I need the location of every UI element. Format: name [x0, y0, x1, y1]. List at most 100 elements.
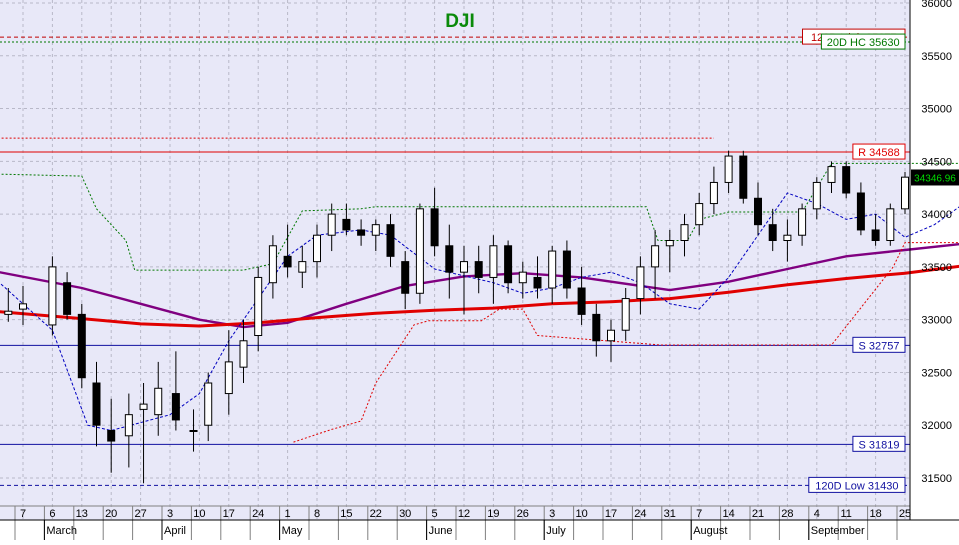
candle-body	[328, 214, 335, 235]
level-label-low_120d: 120D Low 31430	[815, 480, 898, 492]
x-tick-label: 7	[20, 508, 26, 520]
x-tick-label: 3	[167, 508, 173, 520]
month-label: June	[429, 525, 453, 537]
x-tick-label: 12	[458, 508, 470, 520]
candle-body	[20, 304, 27, 309]
candle-body	[505, 246, 512, 283]
y-tick-label: 34000	[921, 209, 952, 221]
candle-body	[652, 246, 659, 267]
x-tick-label: 20	[105, 508, 117, 520]
y-tick-label: 34500	[921, 156, 952, 168]
candle-body	[155, 388, 162, 414]
candle-body	[696, 204, 703, 225]
y-axis-background	[910, 0, 959, 520]
candle-body	[5, 311, 12, 314]
candle-body	[343, 219, 350, 230]
month-label: August	[693, 525, 727, 537]
candle-body	[563, 251, 570, 288]
candle-body	[416, 209, 423, 293]
candle-body	[755, 198, 762, 224]
month-label: March	[46, 525, 77, 537]
candle-body	[813, 182, 820, 208]
candle-body	[314, 235, 321, 261]
x-tick-label: 26	[517, 508, 529, 520]
candle-body	[593, 314, 600, 340]
candle-body	[710, 182, 717, 203]
candle-body	[402, 262, 409, 294]
y-tick-label: 31500	[921, 473, 952, 485]
candle-body	[857, 193, 864, 230]
y-tick-label: 32500	[921, 367, 952, 379]
x-tick-label: 21	[752, 508, 764, 520]
candle-body	[225, 362, 232, 394]
x-tick-label: 22	[370, 508, 382, 520]
x-tick-label: 18	[869, 508, 881, 520]
x-tick-label: 10	[193, 508, 205, 520]
candle-body	[205, 383, 212, 425]
x-tick-label: 25	[899, 508, 911, 520]
x-tick-label: 17	[605, 508, 617, 520]
y-tick-label: 35500	[921, 51, 952, 63]
x-tick-label: 15	[340, 508, 352, 520]
x-tick-label: 6	[49, 508, 55, 520]
candle-body	[93, 383, 100, 425]
candle-body	[190, 431, 197, 432]
candle-body	[872, 230, 879, 241]
candle-body	[240, 341, 247, 367]
candle-body	[519, 272, 526, 283]
level-label-support_2: S 31819	[858, 439, 899, 451]
candle-body	[475, 262, 482, 278]
candle-body	[681, 225, 688, 241]
level-label-hc_20d: 20D HC 35630	[827, 37, 900, 49]
candle-body	[828, 167, 835, 183]
x-tick-label: 24	[252, 508, 264, 520]
x-tick-label: 14	[722, 508, 734, 520]
y-tick-label: 35000	[921, 104, 952, 116]
candle-body	[549, 251, 556, 288]
x-tick-label: 3	[549, 508, 555, 520]
candle-body	[172, 394, 179, 420]
candle-body	[358, 230, 365, 235]
month-label: September	[811, 525, 865, 537]
x-tick-label: 19	[487, 508, 499, 520]
x-tick-label: 31	[664, 508, 676, 520]
chart-title: DJI	[445, 11, 475, 32]
y-tick-label: 32000	[921, 420, 952, 432]
candle-body	[725, 156, 732, 182]
y-tick-label: 33000	[921, 315, 952, 327]
candle-body	[108, 431, 115, 442]
candle-body	[578, 288, 585, 314]
candle-body	[446, 246, 453, 272]
x-tick-label: 17	[223, 508, 235, 520]
candle-body	[740, 156, 747, 198]
candle-body	[372, 225, 379, 236]
candle-body	[269, 246, 276, 283]
candle-body	[799, 209, 806, 235]
candle-body	[387, 225, 394, 257]
candle-body	[637, 267, 644, 299]
candle-body	[284, 256, 291, 267]
x-tick-label: 8	[314, 508, 320, 520]
level-label-support_1: S 32757	[858, 340, 899, 352]
candle-body	[299, 262, 306, 273]
month-label: April	[164, 525, 186, 537]
candle-body	[769, 225, 776, 241]
month-label: May	[282, 525, 303, 537]
candle-body	[534, 277, 541, 288]
candle-body	[140, 404, 147, 409]
x-tick-label: 5	[432, 508, 438, 520]
x-tick-label: 11	[840, 508, 851, 520]
candle-body	[902, 177, 909, 209]
candle-body	[843, 167, 850, 193]
month-label: July	[546, 525, 566, 537]
y-tick-label: 33500	[921, 262, 952, 274]
candle-body	[78, 314, 85, 377]
x-tick-label: 10	[575, 508, 587, 520]
candle-body	[125, 415, 132, 436]
x-tick-label: 4	[814, 508, 820, 520]
candle-body	[887, 209, 894, 241]
x-tick-label: 30	[399, 508, 411, 520]
x-tick-label: 13	[76, 508, 88, 520]
